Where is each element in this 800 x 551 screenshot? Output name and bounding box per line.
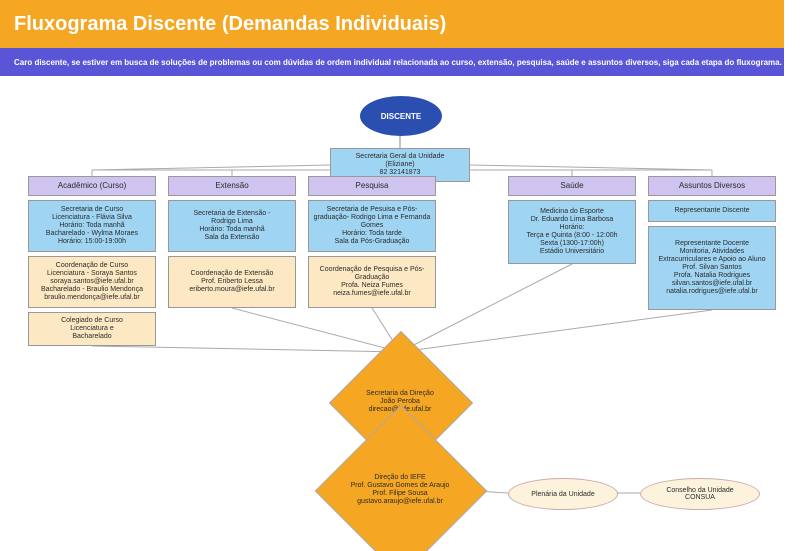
column-cell: Secretaria de Pesuisa e Pós-graduação- R… xyxy=(308,200,436,252)
column-cell: Secretaria de Curso Licenciatura - Flávi… xyxy=(28,200,156,252)
page-subtitle: Caro discente, se estiver em busca de so… xyxy=(0,48,784,76)
column-cell: Coordenação de Extensão Prof. Eriberto L… xyxy=(168,256,296,308)
column-header: Acadêmico (Curso) xyxy=(28,176,156,196)
node-conselho: Conselho da Unidade CONSUA xyxy=(640,478,760,510)
column-header: Assuntos Diversos xyxy=(648,176,776,196)
column-header: Extensão xyxy=(168,176,296,196)
column-cell: Coordenação de Pesquisa e Pós-Graduação … xyxy=(308,256,436,308)
flowchart-stage: Fluxograma Discente (Demandas Individuai… xyxy=(0,0,800,551)
column-cell: Representante Discente xyxy=(648,200,776,222)
node-discente: DISCENTE xyxy=(360,96,442,136)
column-cell: Medicina do Esporte Dr. Eduardo Lima Bar… xyxy=(508,200,636,264)
column-header: Pesquisa xyxy=(308,176,436,196)
column-cell: Secretaria de Extensão - Rodrigo Lima Ho… xyxy=(168,200,296,252)
page-title: Fluxograma Discente (Demandas Individuai… xyxy=(0,0,784,48)
column-cell: Representante Docente Monitoria, Ativida… xyxy=(648,226,776,310)
column-cell: Colegiado de Curso Licenciatura e Bachar… xyxy=(28,312,156,346)
node-direcao-iefe: Direção do IEFE Prof. Gustavo Gomes de A… xyxy=(322,451,478,529)
column-cell: Coordenação de Curso Licenciatura - Sora… xyxy=(28,256,156,308)
column-header: Saúde xyxy=(508,176,636,196)
node-plenaria: Plenária da Unidade xyxy=(508,478,618,510)
